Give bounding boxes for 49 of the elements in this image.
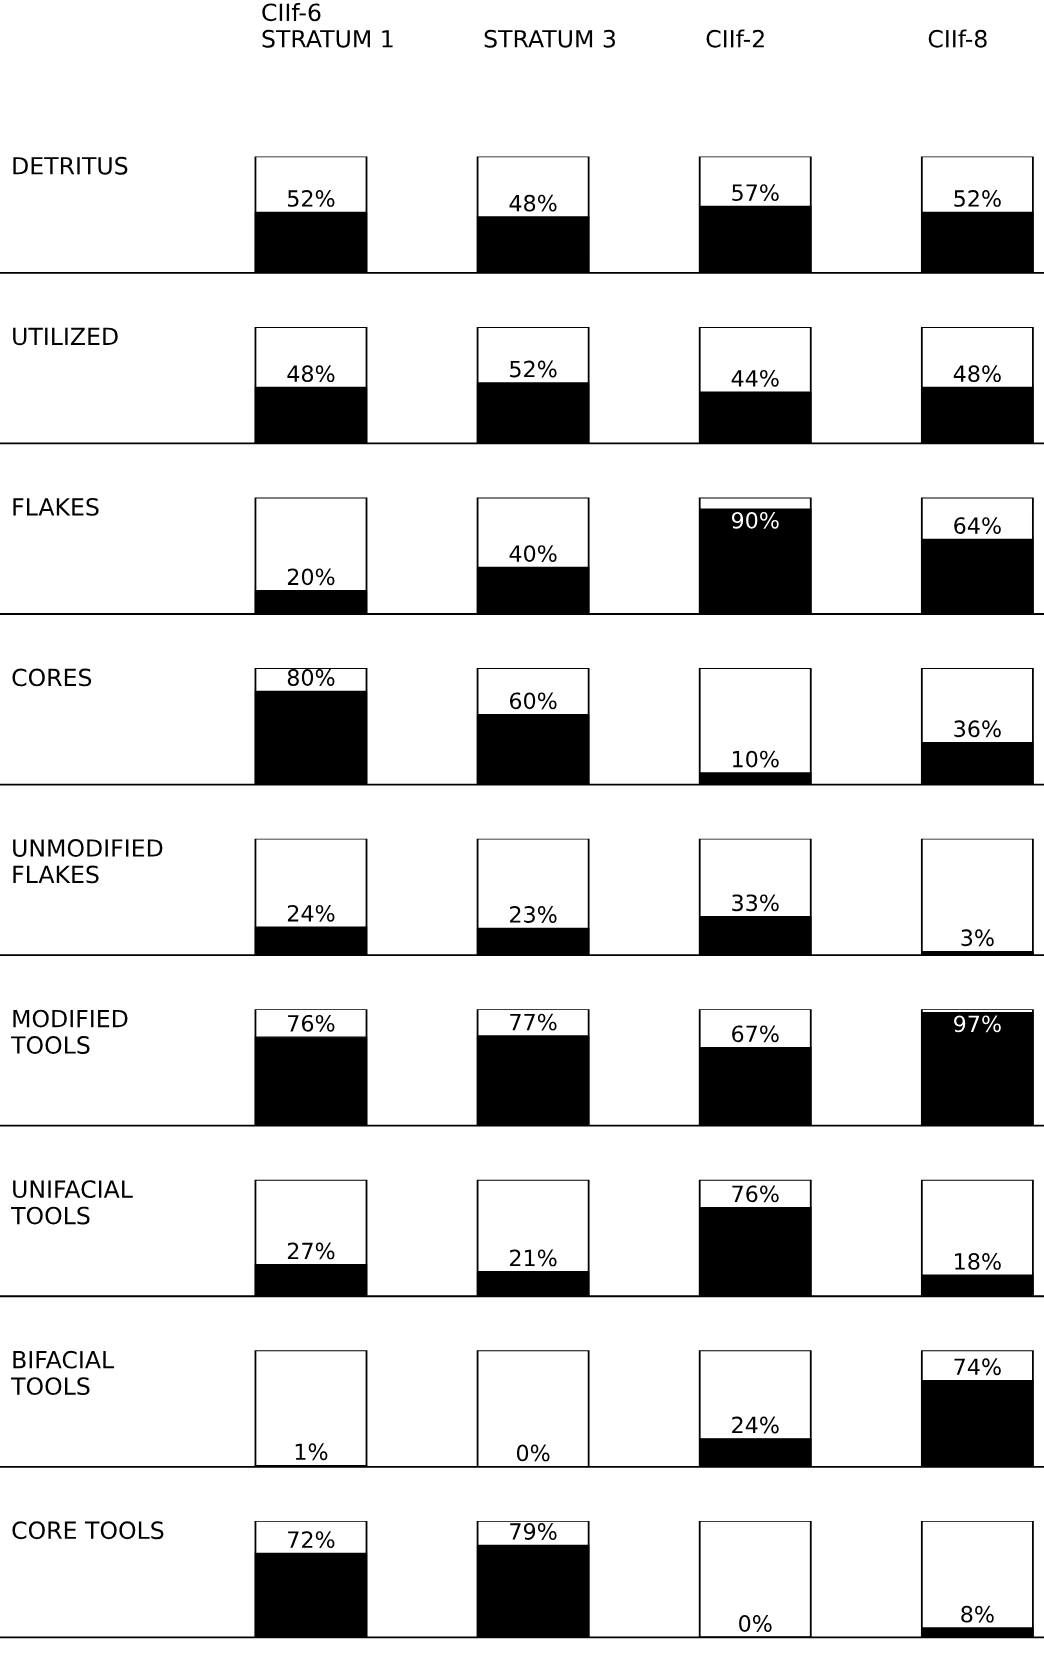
x-tick-label: CIIf-8 — [928, 29, 987, 48]
chart-title: UNMODIFIED FLAKES — [13, 839, 163, 884]
data-label: 57% — [732, 184, 779, 202]
chart-title: DETRITUS — [13, 156, 128, 175]
data-label: 0% — [516, 1444, 550, 1462]
data-label: 1% — [295, 1443, 328, 1461]
data-label: 52% — [288, 190, 335, 207]
chart-title: UTILIZED — [13, 327, 118, 346]
data-label: 3% — [961, 929, 994, 947]
data-label: 64% — [954, 517, 1001, 534]
x-tick-label: CIIf-2 — [706, 29, 764, 48]
chart-title: UNIFACIAL TOOLS — [11, 1180, 133, 1225]
chart-title: BIFACIAL TOOLS — [11, 1350, 115, 1396]
data-label: 10% — [732, 750, 779, 768]
data-label: 40% — [509, 545, 557, 562]
data-label: 67% — [732, 1025, 779, 1043]
data-label: 48% — [953, 365, 1001, 383]
data-label: 27% — [287, 1242, 335, 1260]
chart-title: CORES — [12, 668, 92, 687]
data-label: 33% — [732, 894, 779, 912]
data-label: 48% — [509, 194, 557, 212]
data-label: 52% — [954, 190, 1001, 207]
x-tick-label: STRATUM 3 — [484, 29, 616, 48]
data-label: 80% — [287, 669, 335, 686]
data-label: 76% — [288, 1014, 335, 1032]
data-label: 24% — [287, 904, 335, 922]
data-label: 21% — [510, 1249, 557, 1267]
chart-title: CORE TOOLS — [12, 1521, 164, 1540]
data-label: 8% — [961, 1605, 994, 1623]
chart-title: MODIFIED TOOLS — [11, 1009, 128, 1054]
data-label: 79% — [510, 1523, 557, 1540]
data-label: 77% — [510, 1013, 557, 1031]
data-label: 20% — [287, 568, 335, 586]
chart-title: FLAKES — [13, 497, 99, 516]
data-label: 23% — [510, 906, 557, 923]
data-label: 52% — [510, 360, 557, 378]
data-label: 0% — [739, 1615, 772, 1632]
data-label: 18% — [955, 1253, 1001, 1270]
data-label: 36% — [954, 720, 1001, 738]
data-label: 24% — [732, 1416, 779, 1434]
data-label: 72% — [288, 1531, 335, 1549]
x-tick-label: CIIf-6 STRATUM 1 — [262, 2, 393, 48]
data-label: 74% — [954, 1358, 1001, 1376]
data-label: 90% — [731, 511, 779, 529]
data-label: 44% — [731, 369, 779, 387]
data-label: 48% — [287, 365, 335, 383]
data-label: 97% — [954, 1015, 1001, 1033]
data-label: 76% — [732, 1185, 779, 1203]
data-label: 60% — [509, 692, 557, 710]
